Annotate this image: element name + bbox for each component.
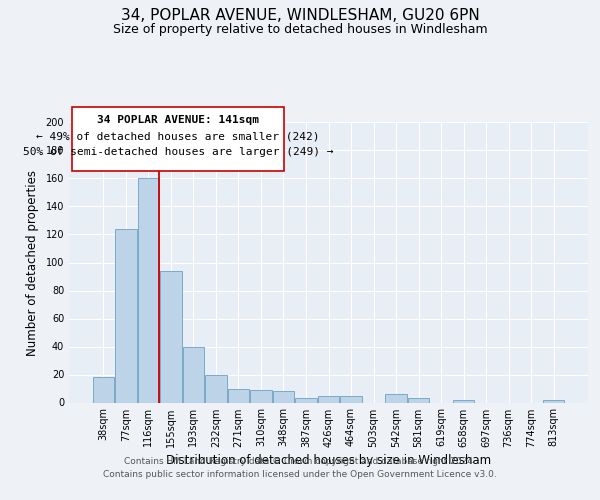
Bar [295,398,317,402]
Text: 50% of semi-detached houses are larger (249) →: 50% of semi-detached houses are larger (… [23,147,333,157]
Text: Contains HM Land Registry data © Crown copyright and database right 2024.: Contains HM Land Registry data © Crown c… [124,458,476,466]
Text: ← 49% of detached houses are smaller (242): ← 49% of detached houses are smaller (24… [36,131,320,141]
X-axis label: Distribution of detached houses by size in Windlesham: Distribution of detached houses by size … [166,454,491,466]
Bar [543,400,565,402]
Text: Contains public sector information licensed under the Open Government Licence v3: Contains public sector information licen… [103,470,497,479]
Text: 34, POPLAR AVENUE, WINDLESHAM, GU20 6PN: 34, POPLAR AVENUE, WINDLESHAM, GU20 6PN [121,8,479,22]
Bar [273,392,294,402]
Y-axis label: Number of detached properties: Number of detached properties [26,170,38,356]
Bar [250,390,272,402]
Bar [205,374,227,402]
Bar [115,229,137,402]
Text: Size of property relative to detached houses in Windlesham: Size of property relative to detached ho… [113,22,487,36]
Bar [228,388,249,402]
Bar [182,346,204,403]
Bar [160,271,182,402]
Bar [137,178,159,402]
Text: 34 POPLAR AVENUE: 141sqm: 34 POPLAR AVENUE: 141sqm [97,115,259,125]
Bar [408,398,429,402]
Bar [92,378,114,402]
Bar [340,396,362,402]
Bar [318,396,339,402]
Bar [385,394,407,402]
Bar [453,400,475,402]
